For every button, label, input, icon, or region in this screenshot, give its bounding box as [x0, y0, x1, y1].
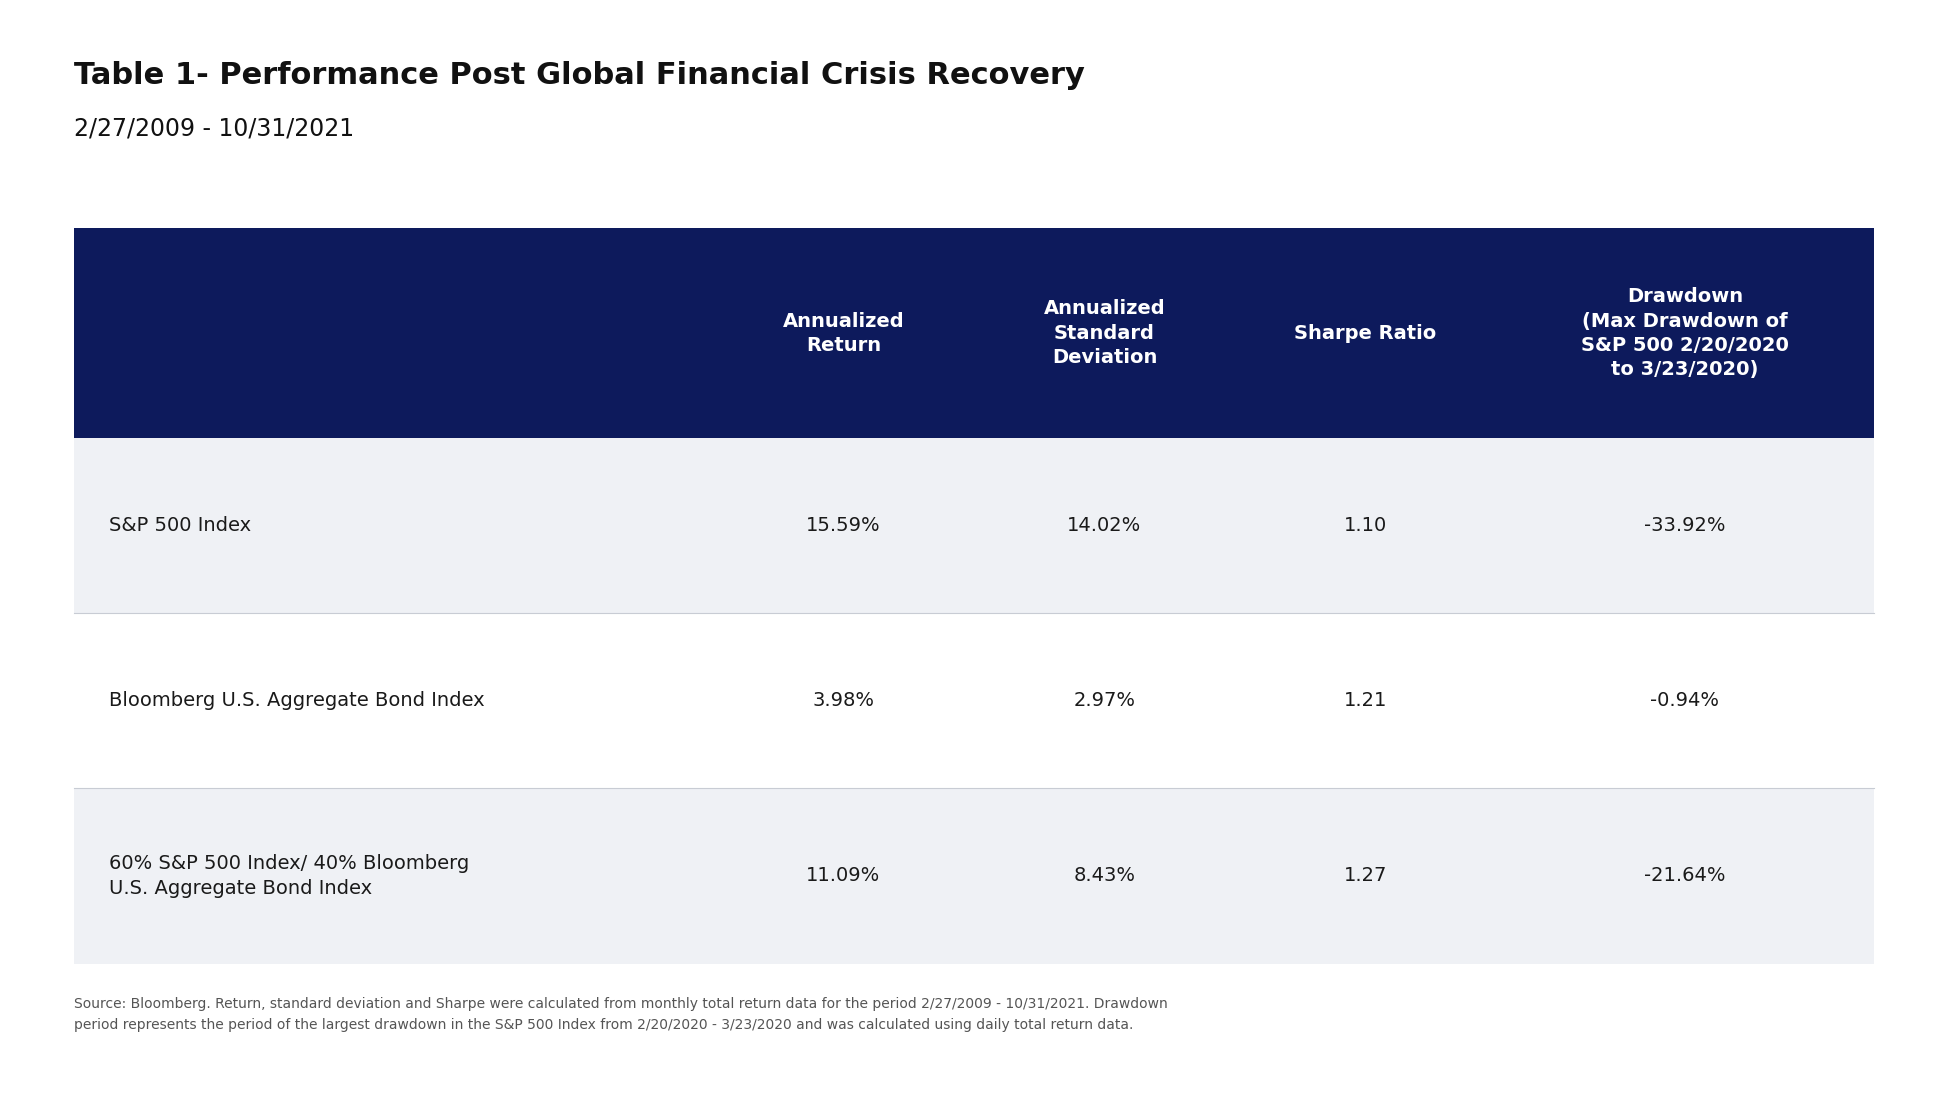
- Text: -21.64%: -21.64%: [1644, 867, 1726, 886]
- Text: 3.98%: 3.98%: [813, 692, 874, 711]
- Text: Source: Bloomberg. Return, standard deviation and Sharpe were calculated from mo: Source: Bloomberg. Return, standard devi…: [74, 997, 1168, 1032]
- Text: Annualized
Standard
Deviation: Annualized Standard Deviation: [1043, 300, 1166, 367]
- Text: 15.59%: 15.59%: [806, 516, 882, 535]
- Text: Annualized
Return: Annualized Return: [782, 312, 905, 354]
- Text: -0.94%: -0.94%: [1650, 692, 1720, 711]
- Text: Sharpe Ratio: Sharpe Ratio: [1294, 324, 1436, 343]
- Text: Table 1- Performance Post Global Financial Crisis Recovery: Table 1- Performance Post Global Financi…: [74, 61, 1084, 90]
- Text: 2/27/2009 - 10/31/2021: 2/27/2009 - 10/31/2021: [74, 117, 354, 141]
- Text: 8.43%: 8.43%: [1074, 867, 1135, 886]
- Text: Drawdown
(Max Drawdown of
S&P 500 2/20/2020
to 3/23/2020): Drawdown (Max Drawdown of S&P 500 2/20/2…: [1580, 287, 1788, 379]
- Text: S&P 500 Index: S&P 500 Index: [109, 516, 251, 535]
- Text: -33.92%: -33.92%: [1644, 516, 1726, 535]
- Text: 11.09%: 11.09%: [806, 867, 882, 886]
- Text: 1.10: 1.10: [1345, 516, 1387, 535]
- Text: 1.27: 1.27: [1345, 867, 1387, 886]
- Text: Bloomberg U.S. Aggregate Bond Index: Bloomberg U.S. Aggregate Bond Index: [109, 692, 485, 711]
- Text: 2.97%: 2.97%: [1074, 692, 1135, 711]
- Text: 60% S&P 500 Index/ 40% Bloomberg
U.S. Aggregate Bond Index: 60% S&P 500 Index/ 40% Bloomberg U.S. Ag…: [109, 854, 469, 898]
- Text: 14.02%: 14.02%: [1066, 516, 1142, 535]
- Text: 1.21: 1.21: [1345, 692, 1387, 711]
